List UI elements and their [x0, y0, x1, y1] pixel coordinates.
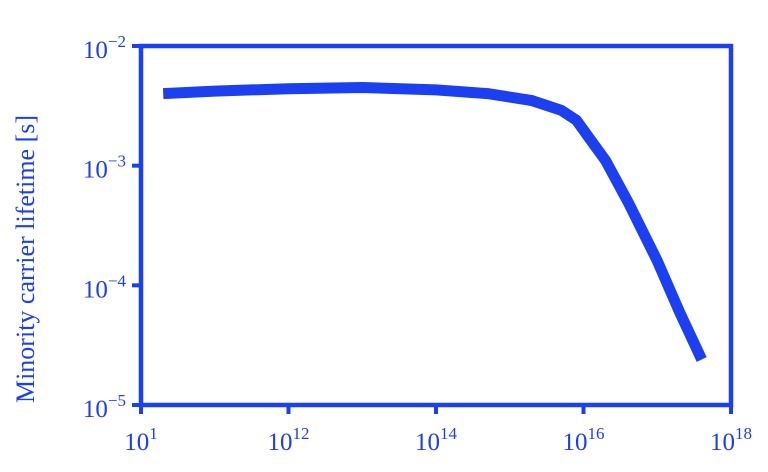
y-tick-label: 10−4	[83, 271, 127, 303]
x-tick-label: 1012	[268, 424, 310, 456]
y-tick-label: 10−2	[83, 32, 126, 64]
x-tick-label: 1016	[563, 424, 605, 456]
y-tick-label: 10−3	[83, 152, 126, 184]
x-tick-label: 1014	[415, 424, 458, 456]
plot-frame	[138, 43, 734, 408]
x-tick-label: 1018	[710, 424, 752, 456]
y-axis-label: Minority carrier lifetime [s]	[11, 115, 40, 403]
y-tick-label: 10−5	[83, 391, 126, 423]
y-axis-tick-labels: 10−5 10−4 10−3 10−2	[83, 32, 127, 423]
x-axis-tick-labels: 101 1012 1014 1016 1018	[124, 424, 752, 456]
x-tick-label: 101	[124, 424, 158, 456]
series-line	[162, 82, 707, 362]
